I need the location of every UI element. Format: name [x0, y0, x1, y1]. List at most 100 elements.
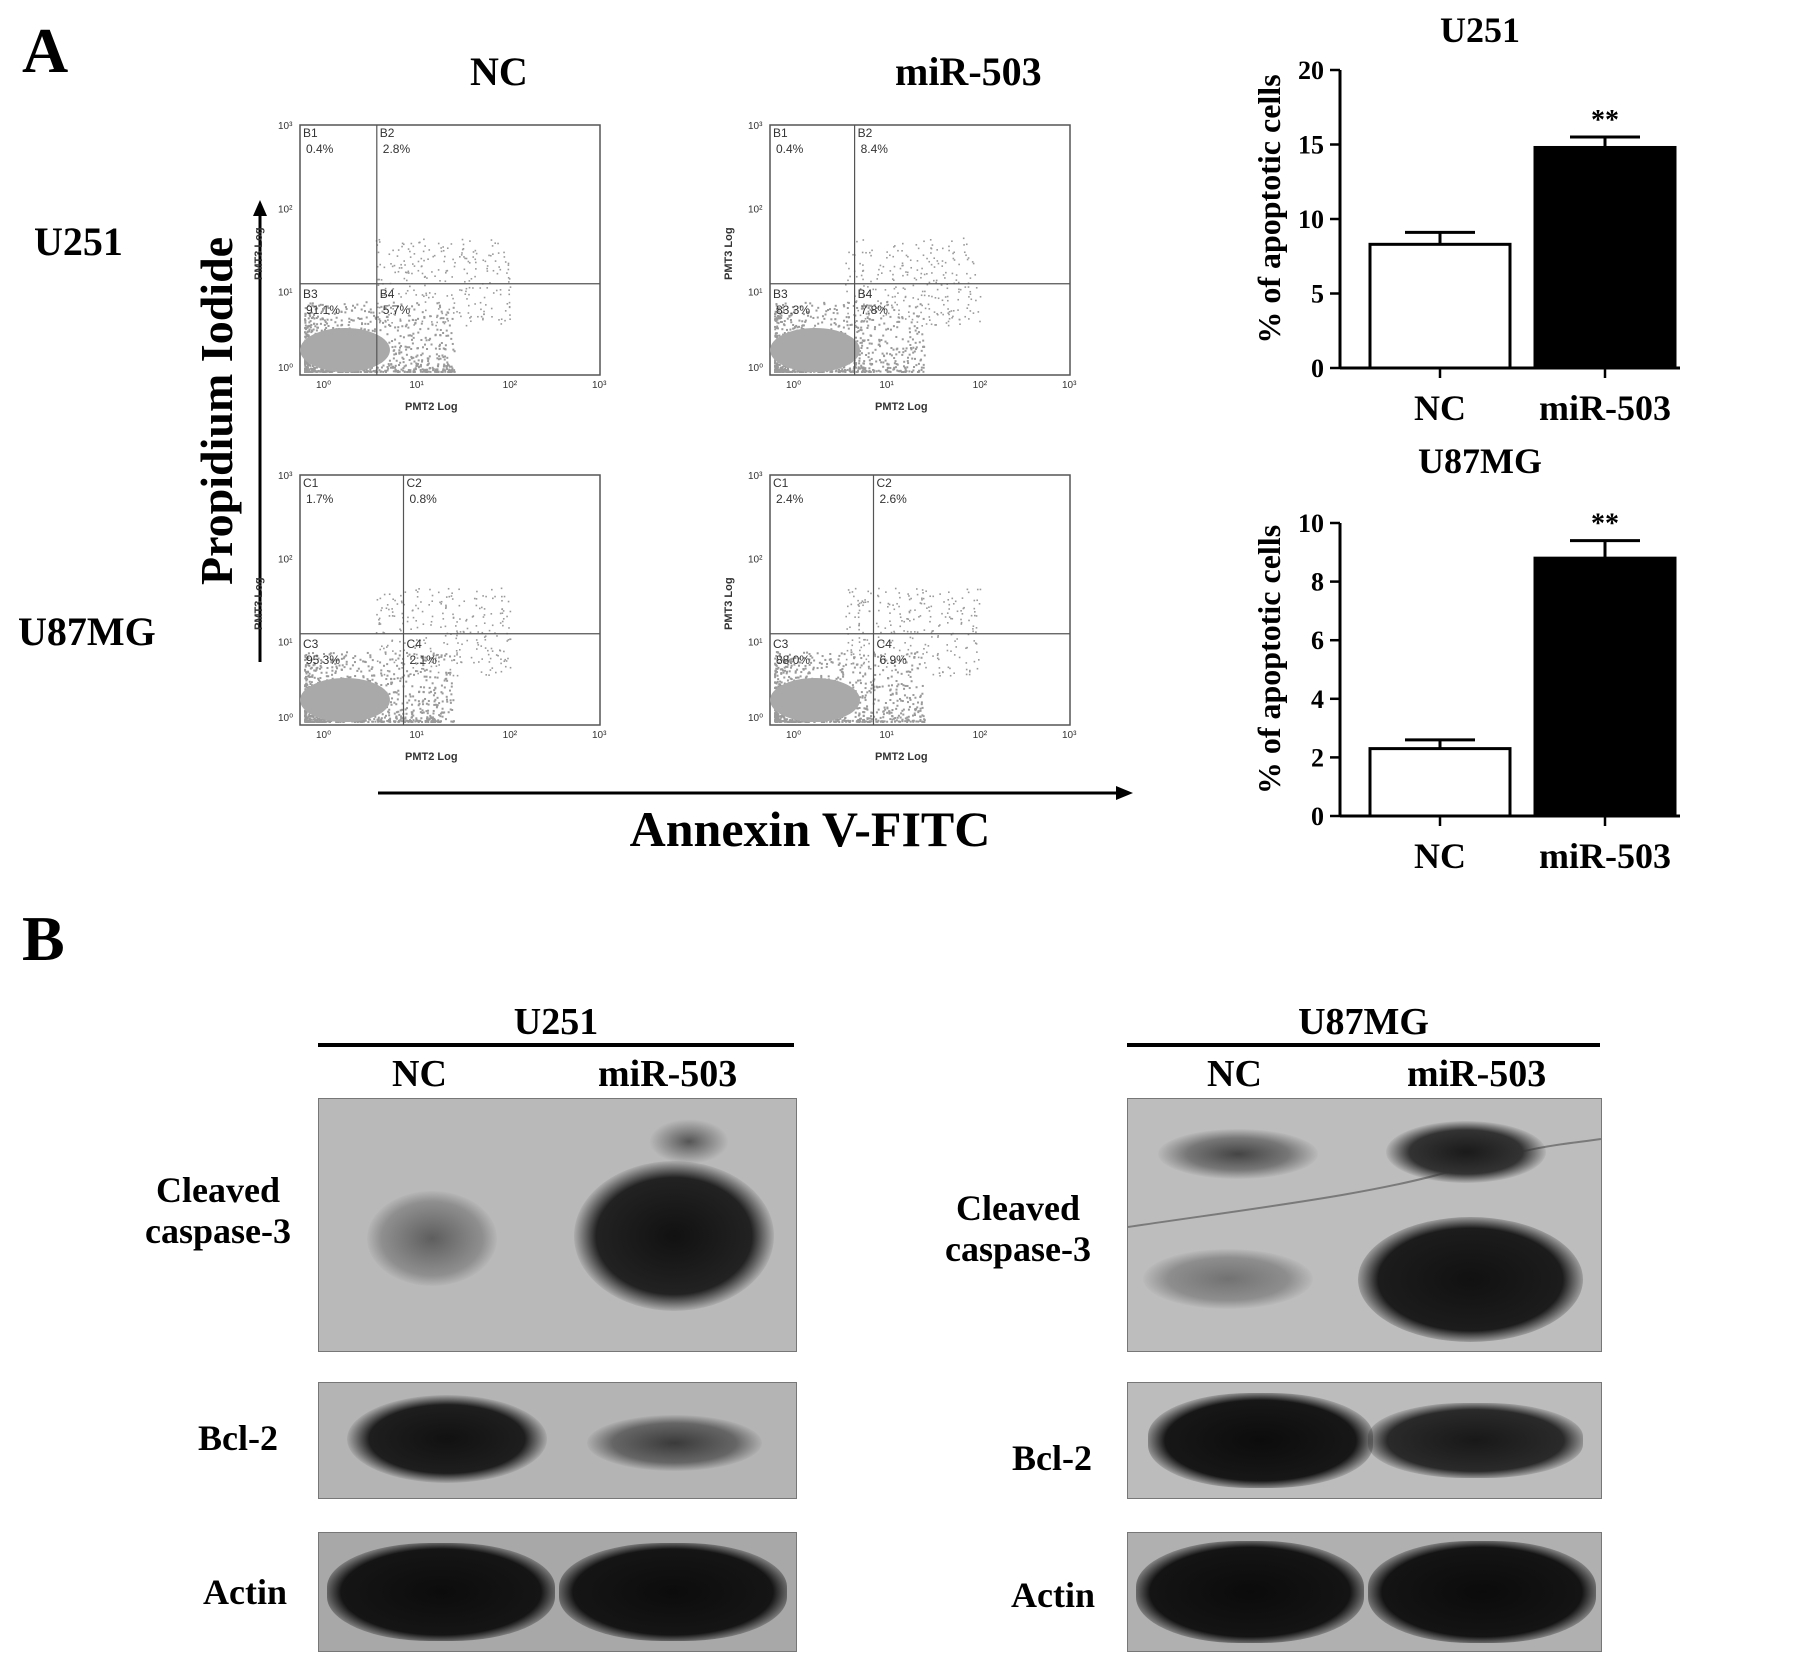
flow-plot-core: [300, 678, 390, 722]
y-tick-label: 10³: [748, 471, 763, 482]
quadrant-id: C3: [773, 637, 789, 651]
blot-u251-title: U251: [513, 1001, 599, 1043]
flow-x-label: PMT2 Log: [875, 401, 928, 413]
blot-u87mg-bar: [1127, 1043, 1600, 1047]
flow-plot-core: [770, 678, 860, 722]
y-tick-label: 10³: [278, 471, 293, 482]
quadrant-id: B1: [773, 126, 788, 140]
y-tick-label: 10¹: [278, 638, 293, 649]
blot-u251-label-actin: Actin: [203, 1572, 287, 1612]
flow-y-label: PMT3 Log: [723, 577, 735, 630]
bar-chart-u251: U251 0 5 10 15 20 % of apoptotic cells NC ** miR-…: [1251, 10, 1680, 428]
blot-u87mg-cleaved-caspase3: [1127, 1098, 1602, 1352]
quadrant-percent: 2.1%: [410, 653, 438, 667]
y-tick-label: 10³: [278, 121, 293, 132]
y-tick-label: 10⁰: [748, 363, 763, 374]
flow-plot-core: [300, 328, 390, 372]
quadrant-percent: 1.7%: [306, 492, 334, 506]
x-tick-label: 10¹: [879, 730, 894, 741]
bar-chart-ylabel: % of apoptotic cells: [1251, 525, 1287, 794]
x-tick-label: 10¹: [409, 380, 424, 391]
quadrant-percent: 0.4%: [776, 142, 804, 156]
x-category-label: NC: [1414, 836, 1466, 876]
x-category-label: miR-503: [1539, 836, 1671, 876]
quadrant-id: B2: [858, 126, 873, 140]
col-header-mir503: miR-503: [895, 49, 1042, 94]
x-tick-label: 10³: [592, 380, 607, 391]
quadrant-percent: 2.4%: [776, 492, 804, 506]
x-tick-label: 10²: [973, 730, 988, 741]
y-tick-label: 4: [1311, 685, 1324, 714]
x-tick-label: 10⁰: [786, 730, 801, 741]
y-tick-label: 10¹: [748, 288, 763, 299]
quadrant-id: C2: [877, 476, 893, 490]
x-tick-label: 10¹: [409, 730, 424, 741]
x-tick-label: 10²: [503, 730, 518, 741]
y-tick-label: 10²: [748, 204, 763, 215]
quadrant-id: B4: [380, 287, 395, 301]
flow-y-label: PMT3 Log: [723, 227, 735, 280]
y-tick-label: 10⁰: [748, 713, 763, 724]
y-tick-label: 2: [1311, 743, 1324, 772]
quadrant-percent: 0.4%: [306, 142, 334, 156]
quadrant-id: C1: [773, 476, 789, 490]
bar-chart-ylabel: % of apoptotic cells: [1251, 74, 1287, 343]
panel-b-letter: B: [22, 903, 65, 974]
y-tick-label: 10⁰: [278, 363, 293, 374]
x-tick-label: 10⁰: [316, 730, 331, 741]
blot-u251-label-cleaved: Cleaved caspase-3: [145, 1170, 291, 1252]
y-tick-label: 10¹: [278, 288, 293, 299]
blot-u87mg-title: U87MG: [1298, 1001, 1429, 1043]
flow-plot-core: [770, 328, 860, 372]
quadrant-percent: 2.8%: [383, 142, 411, 156]
blot-u87mg-lane-nc: NC: [1207, 1053, 1262, 1095]
quadrant-id: C2: [407, 476, 423, 490]
significance-mark: **: [1591, 509, 1619, 540]
col-header-nc: NC: [470, 49, 528, 94]
y-tick-label: 10: [1298, 509, 1324, 538]
y-tick-label: 10: [1298, 205, 1324, 234]
flow-x-label: PMT2 Log: [405, 401, 458, 413]
y-tick-label: 0: [1311, 354, 1324, 383]
quadrant-id: B2: [380, 126, 395, 140]
y-tick-label: 15: [1298, 131, 1324, 160]
blot-u251-bar: [318, 1043, 794, 1047]
quadrant-id: B4: [858, 287, 873, 301]
bar-chart-title: U87MG: [1418, 445, 1542, 481]
bar-chart-u87mg: U87MG 0 2 4 6 8 10 % of apoptotic cells NC ** miR-…: [1251, 445, 1680, 876]
blot-u87mg-lane-mir503: miR-503: [1407, 1053, 1547, 1095]
flow-plot-u87mg-mir503: C1 2.4% C2 2.6% C3 88.0% C4 6.9% 10⁰ 10⁰ 10¹ 10¹ 10²…: [723, 471, 1077, 763]
quadrant-id: C4: [877, 637, 893, 651]
y-tick-label: 20: [1298, 56, 1324, 85]
bar-chart-title: U251: [1440, 10, 1520, 50]
quadrant-percent: 2.6%: [880, 492, 908, 506]
blot-u251-lane-mir503: miR-503: [598, 1053, 738, 1095]
x-tick-label: 10²: [973, 380, 988, 391]
y-tick-label: 0: [1311, 802, 1324, 831]
blot-u251-label-bcl2: Bcl-2: [198, 1418, 278, 1458]
flow-y-label: PMT3 Log: [253, 577, 265, 630]
flow-x-label: PMT2 Log: [875, 751, 928, 763]
y-tick-label: 5: [1311, 280, 1324, 309]
bar-nc: [1368, 747, 1512, 818]
y-tick-label: 8: [1311, 568, 1324, 597]
panel-a-letter: A: [22, 15, 69, 86]
x-tick-label: 10³: [1062, 730, 1077, 741]
x-category-label: miR-503: [1539, 388, 1671, 428]
y-tick-label: 10²: [278, 204, 293, 215]
x-category-label: NC: [1414, 388, 1466, 428]
bar-nc: [1368, 242, 1512, 370]
blot-u251-cleaved-caspase3: [318, 1098, 797, 1352]
quadrant-id: C1: [303, 476, 319, 490]
flow-y-label: PMT3 Log: [253, 227, 265, 280]
quadrant-percent: 7.8%: [861, 303, 889, 317]
x-tick-label: 10³: [592, 730, 607, 741]
flow-x-label: PMT2 Log: [405, 751, 458, 763]
quadrant-id: B3: [303, 287, 318, 301]
quadrant-percent: 6.9%: [880, 653, 908, 667]
quadrant-percent: 83.3%: [776, 303, 810, 317]
y-tick-label: 10²: [748, 554, 763, 565]
blot-u251-bcl2: [318, 1382, 797, 1499]
significance-mark: **: [1591, 105, 1619, 136]
quadrant-percent: 91.1%: [306, 303, 340, 317]
